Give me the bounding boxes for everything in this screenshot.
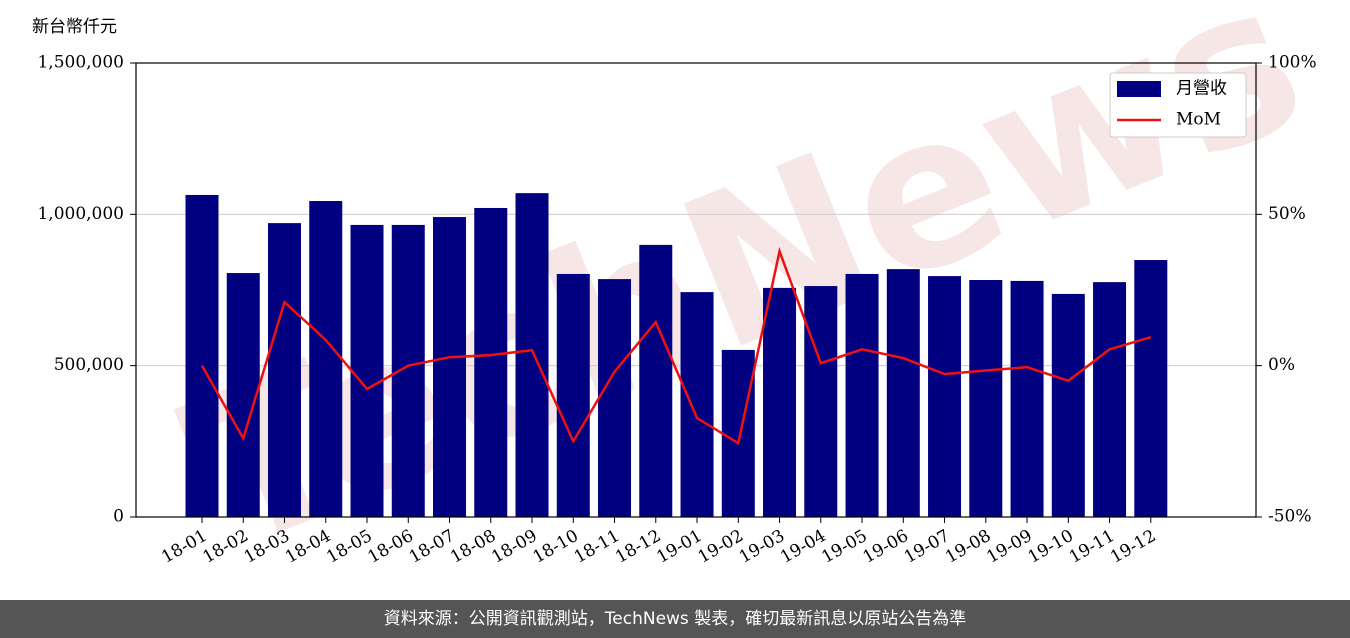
bar bbox=[1134, 260, 1168, 517]
x-tick-label: 19-06 bbox=[860, 526, 912, 568]
legend-label: 月營收 bbox=[1176, 79, 1227, 99]
bar bbox=[474, 207, 508, 517]
bar bbox=[309, 201, 343, 518]
legend: 月營收 MoM bbox=[1109, 72, 1247, 138]
x-tick-label: 19-11 bbox=[1066, 526, 1118, 568]
x-tick-label: 19-03 bbox=[736, 526, 788, 568]
bar bbox=[680, 292, 714, 517]
x-tick-label: 19-02 bbox=[695, 526, 747, 568]
bar bbox=[721, 349, 755, 517]
x-tick-label: 18-09 bbox=[488, 526, 540, 568]
x-tick-label: 18-11 bbox=[571, 526, 623, 568]
y2-tick-label: 0% bbox=[1268, 355, 1295, 375]
bar bbox=[639, 244, 673, 518]
line bbox=[200, 246, 1152, 446]
bar bbox=[763, 287, 797, 517]
y-tick-label: 0 bbox=[113, 507, 124, 527]
bar bbox=[1051, 293, 1085, 517]
bar bbox=[845, 273, 879, 517]
legend-label: MoM bbox=[1176, 110, 1221, 130]
plot-frame bbox=[135, 62, 1257, 518]
x-tick-label: 19-01 bbox=[653, 526, 705, 568]
bar bbox=[969, 280, 1003, 517]
y2-tick-label: 100% bbox=[1268, 53, 1317, 73]
bar bbox=[433, 217, 467, 518]
y-axis-label: 新台幣仟元 bbox=[32, 17, 117, 37]
y2-tick-label: 50% bbox=[1268, 204, 1306, 224]
x-tick-label: 19-05 bbox=[818, 526, 870, 568]
y2-tick-label: -50% bbox=[1268, 507, 1312, 527]
x-tick-label: 18-08 bbox=[447, 526, 499, 568]
bar bbox=[556, 273, 590, 517]
y-tick-label: 1,000,000 bbox=[37, 204, 124, 224]
footer-bar bbox=[0, 600, 1350, 638]
x-tick-label: 19-04 bbox=[777, 526, 829, 568]
bar bbox=[928, 276, 962, 517]
x-tick-label: 18-12 bbox=[612, 526, 664, 568]
x-tick-label: 18-10 bbox=[530, 526, 582, 568]
footer-text: 資料來源：公開資訊觀測站，TechNews 製表，確切最新訊息以原站公告為準 bbox=[384, 609, 966, 629]
bar bbox=[268, 223, 302, 518]
bar bbox=[598, 279, 632, 517]
y-tick-label: 500,000 bbox=[54, 355, 124, 375]
bar bbox=[804, 286, 838, 517]
x-tick-label: 19-12 bbox=[1107, 526, 1159, 568]
y-tick-label: 1,500,000 bbox=[37, 53, 124, 73]
x-tick-label: 18-07 bbox=[406, 526, 458, 568]
bar bbox=[350, 224, 384, 517]
x-tick-label: 18-01 bbox=[158, 526, 210, 568]
bar bbox=[226, 273, 260, 517]
x-tick-label: 19-08 bbox=[942, 526, 994, 568]
x-tick-label: 19-09 bbox=[983, 526, 1035, 568]
bar bbox=[886, 269, 920, 517]
legend-swatch bbox=[1117, 81, 1161, 97]
bar bbox=[515, 193, 549, 517]
x-tick-label: 19-07 bbox=[901, 526, 953, 568]
bar bbox=[1093, 282, 1127, 517]
x-tick-label: 19-10 bbox=[1025, 526, 1077, 568]
bar bbox=[185, 194, 219, 518]
bar bbox=[1010, 280, 1044, 517]
